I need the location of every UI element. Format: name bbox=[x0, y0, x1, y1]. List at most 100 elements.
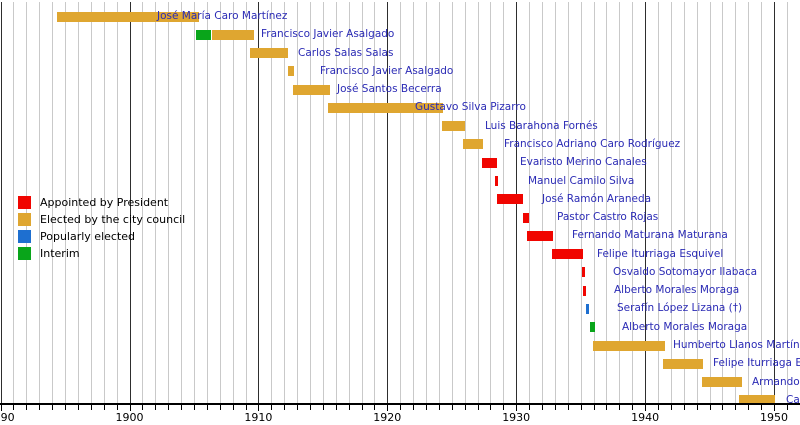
legend-label: Appointed by President bbox=[40, 196, 169, 209]
year-gridline bbox=[697, 2, 698, 403]
year-tick bbox=[452, 405, 453, 410]
year-tick bbox=[529, 405, 530, 410]
year-gridline bbox=[168, 2, 169, 403]
term-bar-president bbox=[527, 231, 553, 241]
year-gridline bbox=[478, 2, 479, 403]
decade-tick bbox=[387, 405, 388, 411]
mayor-name-link[interactable]: Luis Barahona Fornés bbox=[485, 120, 598, 132]
mayor-name-link[interactable]: José Ramón Araneda bbox=[542, 193, 652, 205]
term-bar-president bbox=[583, 286, 586, 296]
year-gridline bbox=[52, 2, 53, 403]
term-bar-council bbox=[442, 121, 465, 131]
year-tick bbox=[233, 405, 234, 410]
year-tick bbox=[684, 405, 685, 410]
year-gridline bbox=[194, 2, 195, 403]
year-tick bbox=[26, 405, 27, 410]
legend-label: Popularly elected bbox=[40, 230, 136, 243]
term-bar-president bbox=[582, 267, 585, 277]
axis-year-label: 1940 bbox=[631, 411, 660, 424]
year-gridline bbox=[362, 2, 363, 403]
legend-row: Appointed by President bbox=[18, 194, 185, 211]
mayor-name-link[interactable]: Alberto Morales Moraga bbox=[614, 284, 740, 296]
term-bar-council bbox=[702, 377, 742, 387]
year-tick bbox=[181, 405, 182, 410]
year-tick bbox=[748, 405, 749, 410]
year-gridline bbox=[581, 2, 582, 403]
year-tick bbox=[104, 405, 105, 410]
year-tick bbox=[413, 405, 414, 410]
year-tick bbox=[220, 405, 221, 410]
mayor-name-link[interactable]: Fernando Maturana Maturana bbox=[572, 229, 728, 241]
axis-year-label: 1950 bbox=[760, 411, 788, 424]
year-gridline bbox=[722, 2, 723, 403]
mayor-name-link[interactable]: Felipe Iturriaga Esquivel bbox=[597, 248, 724, 260]
year-tick bbox=[142, 405, 143, 410]
year-tick bbox=[710, 405, 711, 410]
decade-gridline bbox=[258, 2, 259, 403]
mayor-name-link[interactable]: Francisco Javier Asalgado bbox=[261, 28, 395, 40]
decade-gridline bbox=[387, 2, 388, 403]
decade-gridline bbox=[130, 2, 131, 403]
x-axis-line bbox=[0, 403, 800, 405]
mayor-name-link[interactable]: Gustavo Silva Pizarro bbox=[415, 101, 526, 113]
year-tick bbox=[349, 405, 350, 410]
axis-year-label: 1920 bbox=[373, 411, 402, 424]
year-gridline bbox=[735, 2, 736, 403]
year-gridline bbox=[155, 2, 156, 403]
decade-gridline bbox=[774, 2, 775, 403]
year-tick bbox=[503, 405, 504, 410]
mayor-name-link[interactable]: Pastor Castro Rojas bbox=[557, 211, 659, 223]
mayor-name-link[interactable]: Alberto Morales Moraga bbox=[622, 321, 748, 333]
year-tick bbox=[426, 405, 427, 410]
mayor-name-link[interactable]: Armando Ca bbox=[752, 376, 800, 388]
legend: Appointed by President Elected by the cit… bbox=[18, 194, 185, 262]
term-bar-president bbox=[482, 158, 497, 168]
decade-tick bbox=[645, 405, 646, 411]
year-gridline bbox=[710, 2, 711, 403]
year-tick bbox=[271, 405, 272, 410]
mayor-name-link[interactable]: José Santos Becerra bbox=[337, 83, 442, 95]
year-tick bbox=[91, 405, 92, 410]
term-bar-council bbox=[288, 66, 294, 76]
mayor-name-link[interactable]: Manuel Camilo Silva bbox=[528, 175, 635, 187]
year-tick bbox=[735, 405, 736, 410]
year-tick bbox=[374, 405, 375, 410]
year-tick bbox=[787, 405, 788, 410]
mayor-name-link[interactable]: Humberto Llanos Martínez bbox=[673, 339, 800, 351]
term-bar-council bbox=[593, 341, 665, 351]
year-gridline bbox=[465, 2, 466, 403]
decade-tick bbox=[130, 405, 131, 411]
mayor-name-link[interactable]: Felipe Iturriaga Esquiv bbox=[713, 357, 800, 369]
axis-year-label: 1910 bbox=[244, 411, 273, 424]
term-bar-council bbox=[739, 395, 775, 405]
mayor-name-link[interactable]: Evaristo Merino Canales bbox=[520, 156, 647, 168]
term-bar-council bbox=[212, 30, 254, 40]
axis-year-label: 1890 bbox=[0, 411, 15, 424]
year-tick bbox=[310, 405, 311, 410]
mayor-name-link[interactable]: Francisco Adriano Caro Rodríguez bbox=[504, 138, 681, 150]
year-gridline bbox=[142, 2, 143, 403]
mayor-name-link[interactable]: Carlos Salas Salas bbox=[298, 47, 394, 59]
year-gridline bbox=[181, 2, 182, 403]
legend-label: Elected by the city council bbox=[40, 213, 186, 226]
year-tick bbox=[194, 405, 195, 410]
year-tick bbox=[284, 405, 285, 410]
legend-row: Popularly elected bbox=[18, 228, 185, 245]
mayor-name-link[interactable]: José María Caro Martínez bbox=[157, 10, 288, 22]
year-gridline bbox=[246, 2, 247, 403]
year-tick bbox=[542, 405, 543, 410]
year-gridline bbox=[529, 2, 530, 403]
mayor-name-link[interactable]: Car bbox=[786, 394, 800, 406]
year-tick bbox=[362, 405, 363, 410]
year-tick bbox=[39, 405, 40, 410]
year-gridline bbox=[568, 2, 569, 403]
mayor-name-link[interactable]: Serafín López Lizana (†) bbox=[617, 302, 743, 314]
year-tick bbox=[490, 405, 491, 410]
year-tick bbox=[52, 405, 53, 410]
mayor-name-link[interactable]: Osvaldo Sotomayor Ilabaca bbox=[613, 266, 758, 278]
year-gridline bbox=[374, 2, 375, 403]
year-gridline bbox=[748, 2, 749, 403]
year-gridline bbox=[323, 2, 324, 403]
year-gridline bbox=[671, 2, 672, 403]
mayor-name-link[interactable]: Francisco Javier Asalgado bbox=[320, 65, 454, 77]
